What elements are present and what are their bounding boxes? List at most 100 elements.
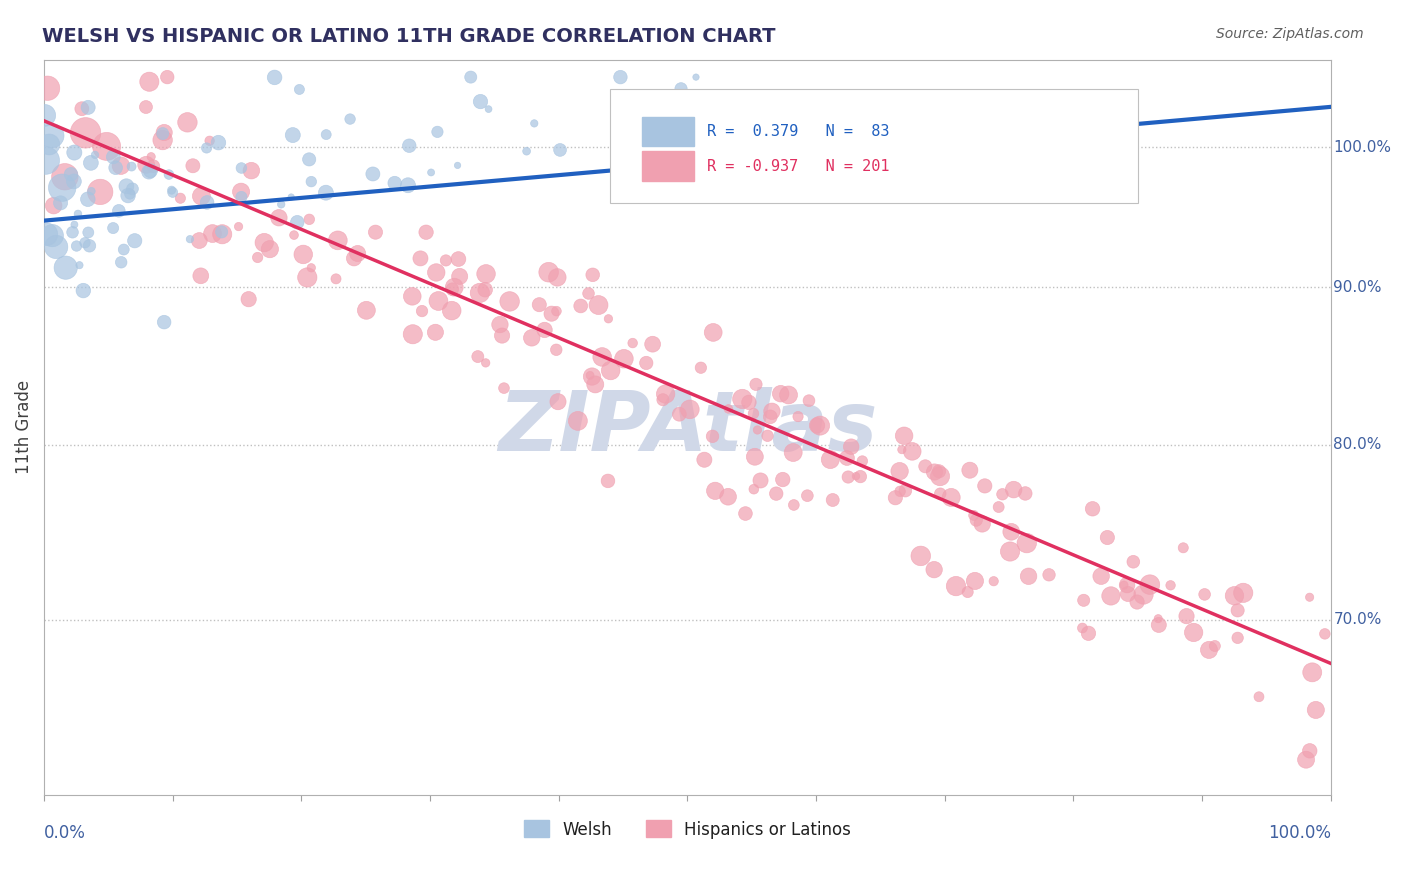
Point: [138, 75, 160, 89]
Point: [51, 180, 73, 194]
Point: [928, 464, 950, 478]
Point: [1116, 578, 1139, 592]
Point: [156, 70, 179, 84]
Point: [599, 363, 621, 377]
Point: [169, 191, 191, 205]
Point: [783, 498, 806, 512]
Point: [69, 258, 91, 272]
Point: [153, 126, 176, 140]
Point: [72, 284, 94, 298]
Point: [415, 225, 437, 239]
Point: [470, 95, 492, 109]
Point: [702, 326, 724, 340]
Point: [346, 246, 368, 260]
Point: [41, 228, 63, 243]
Point: [77, 100, 100, 114]
Point: [1298, 591, 1320, 605]
Point: [198, 134, 221, 148]
Point: [1194, 587, 1216, 601]
Point: [1198, 643, 1220, 657]
Point: [299, 260, 322, 275]
Point: [1182, 625, 1205, 640]
Point: [396, 178, 419, 193]
Point: [578, 286, 600, 301]
Point: [641, 337, 664, 351]
Point: [361, 167, 384, 181]
Point: [110, 159, 132, 173]
Point: [426, 125, 449, 139]
Point: [945, 579, 967, 593]
Point: [901, 444, 924, 458]
Point: [35, 227, 58, 242]
Point: [63, 218, 86, 232]
Point: [1247, 690, 1270, 704]
Point: [398, 138, 420, 153]
Point: [315, 186, 337, 200]
Point: [152, 127, 174, 141]
Point: [537, 265, 560, 279]
Point: [1305, 703, 1327, 717]
Point: [339, 112, 361, 126]
Point: [299, 175, 322, 189]
Point: [315, 128, 337, 142]
Point: [579, 368, 602, 383]
Point: [1112, 578, 1135, 592]
Point: [991, 487, 1014, 501]
Point: [34, 153, 56, 168]
Point: [491, 328, 513, 343]
Point: [839, 440, 862, 454]
Point: [121, 160, 143, 174]
Point: [181, 159, 204, 173]
Point: [110, 255, 132, 269]
Point: [1090, 569, 1112, 583]
Point: [929, 486, 952, 500]
Point: [77, 226, 100, 240]
Point: [70, 102, 93, 116]
Point: [972, 516, 994, 531]
Point: [619, 191, 641, 205]
Point: [1038, 567, 1060, 582]
FancyBboxPatch shape: [643, 117, 695, 146]
Point: [742, 482, 765, 496]
Point: [851, 454, 873, 468]
Point: [685, 70, 707, 84]
Point: [761, 404, 783, 418]
Point: [103, 150, 125, 164]
Point: [806, 418, 828, 433]
Point: [1173, 541, 1195, 555]
Point: [717, 401, 740, 416]
Point: [409, 252, 432, 266]
Point: [283, 228, 305, 243]
Point: [889, 484, 911, 499]
Point: [889, 464, 911, 478]
Point: [238, 292, 260, 306]
Point: [1097, 531, 1119, 545]
Point: [1073, 593, 1095, 607]
Point: [717, 490, 740, 504]
Point: [849, 469, 872, 483]
Point: [533, 323, 555, 337]
Point: [1018, 569, 1040, 583]
Point: [121, 182, 143, 196]
Point: [734, 507, 756, 521]
Point: [1204, 639, 1226, 653]
Point: [613, 351, 636, 366]
Point: [108, 203, 131, 218]
Point: [231, 161, 253, 175]
Point: [546, 270, 568, 285]
Point: [176, 115, 198, 129]
Point: [582, 268, 605, 282]
Point: [973, 479, 995, 493]
Point: [731, 392, 754, 406]
Point: [207, 136, 229, 150]
Point: [1301, 665, 1323, 680]
Point: [66, 207, 89, 221]
Point: [1295, 753, 1317, 767]
Point: [669, 82, 692, 96]
Point: [117, 188, 139, 202]
Text: R = -0.937   N = 201: R = -0.937 N = 201: [707, 159, 889, 174]
Point: [769, 386, 792, 401]
Point: [546, 304, 568, 318]
Point: [569, 299, 592, 313]
Text: ZIPAtlas: ZIPAtlas: [498, 386, 877, 467]
